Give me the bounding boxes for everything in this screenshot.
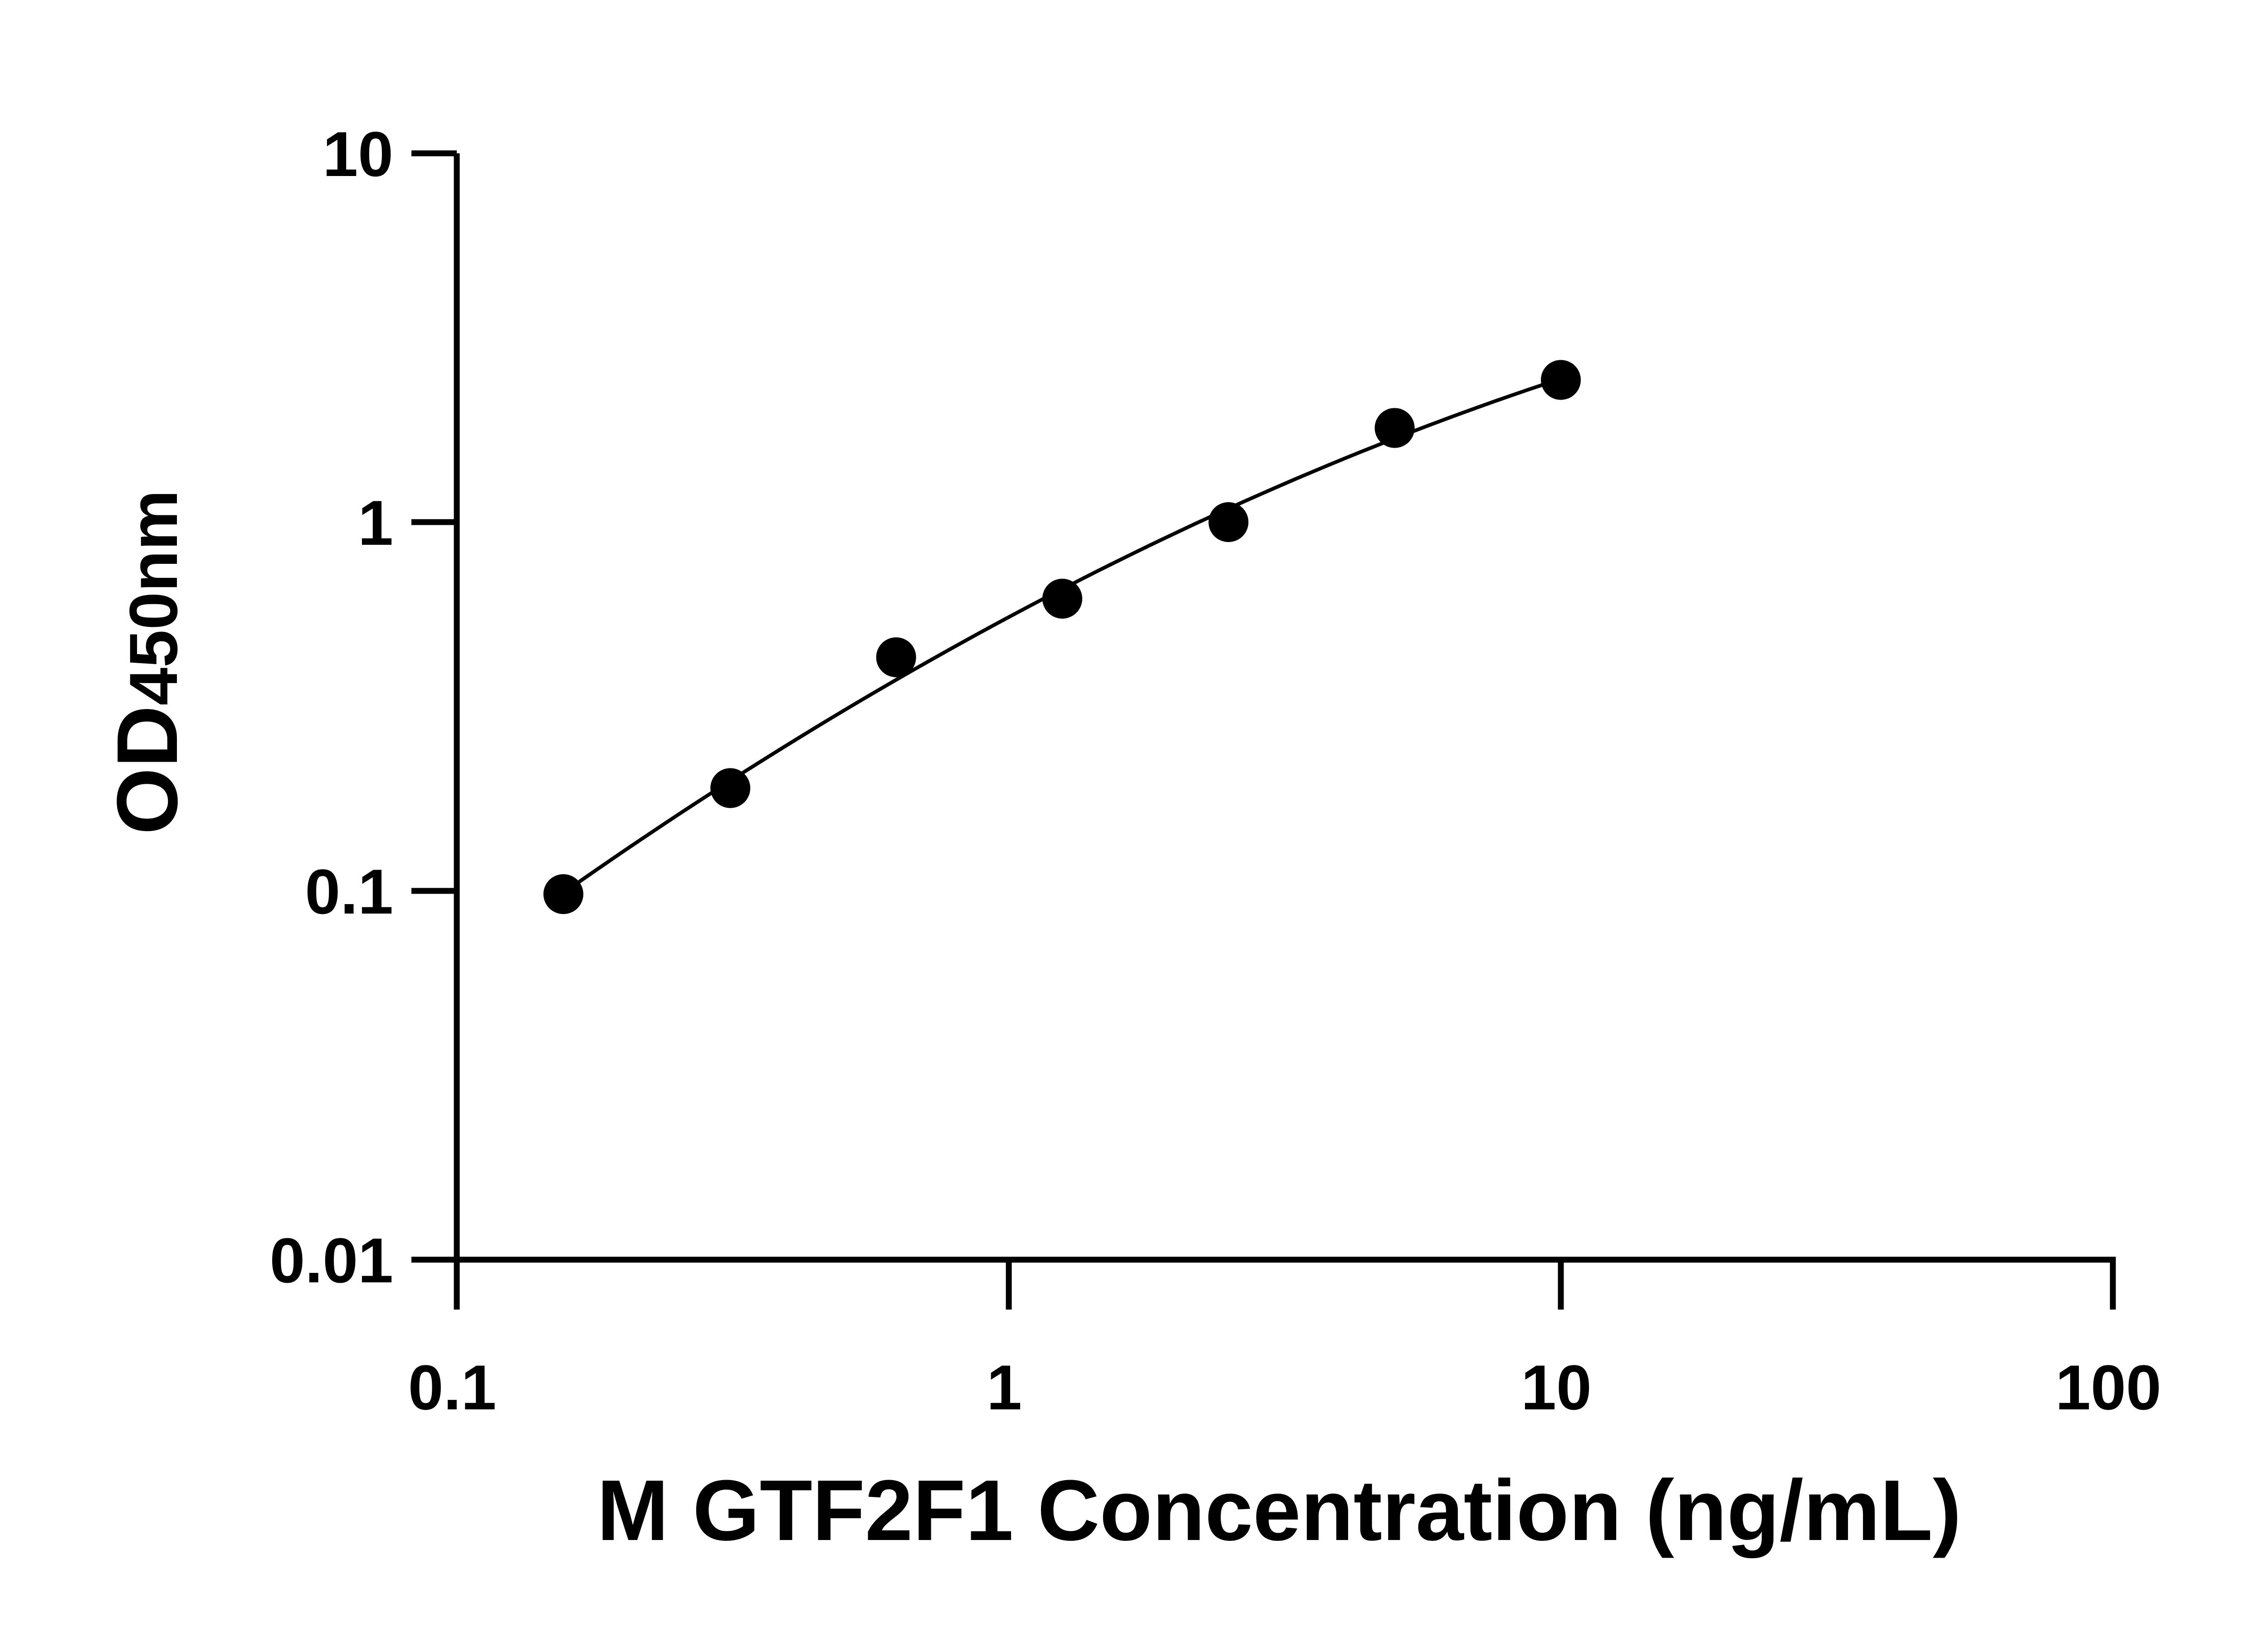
data-point xyxy=(710,768,751,808)
x-tick-label: 10 xyxy=(1521,1352,1592,1423)
y-tick-label: 1 xyxy=(358,487,393,558)
data-point xyxy=(1541,360,1581,400)
y-tick-label: 0.01 xyxy=(270,1225,393,1296)
y-tick-label: 10 xyxy=(323,118,393,190)
x-tick-label: 1 xyxy=(987,1352,1022,1423)
y-axis-label: OD450nm xyxy=(99,490,196,835)
data-point xyxy=(1374,408,1415,448)
data-point xyxy=(1208,502,1249,542)
fit-curve xyxy=(562,377,1562,895)
data-points xyxy=(543,360,1581,914)
data-point xyxy=(1042,578,1082,619)
data-point xyxy=(876,637,916,677)
x-tick-label: 100 xyxy=(2055,1352,2161,1423)
x-tick-label: 0.1 xyxy=(408,1352,497,1423)
y-tick-label: 0.1 xyxy=(305,856,393,927)
data-point xyxy=(543,874,584,914)
y-axis-label-main: OD xyxy=(99,705,196,835)
y-axis-label-sub: 450nm xyxy=(115,490,191,705)
x-axis-label: M GTF2F1 Concentration (ng/mL) xyxy=(597,1462,1961,1559)
